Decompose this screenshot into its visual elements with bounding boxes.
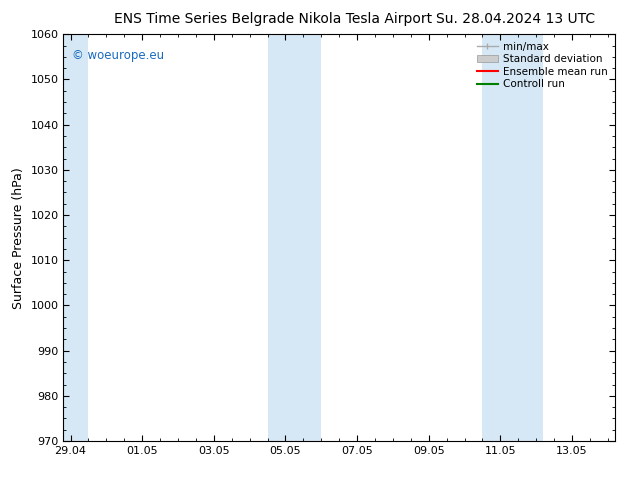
Text: © woeurope.eu: © woeurope.eu [72,49,164,62]
Bar [268,34,321,441]
Text: Su. 28.04.2024 13 UTC: Su. 28.04.2024 13 UTC [436,12,595,26]
Bar [63,34,89,441]
Legend: min/max, Standard deviation, Ensemble mean run, Controll run: min/max, Standard deviation, Ensemble me… [473,37,612,94]
Bar [482,34,543,441]
Text: ENS Time Series Belgrade Nikola Tesla Airport: ENS Time Series Belgrade Nikola Tesla Ai… [114,12,432,26]
Y-axis label: Surface Pressure (hPa): Surface Pressure (hPa) [12,167,25,309]
